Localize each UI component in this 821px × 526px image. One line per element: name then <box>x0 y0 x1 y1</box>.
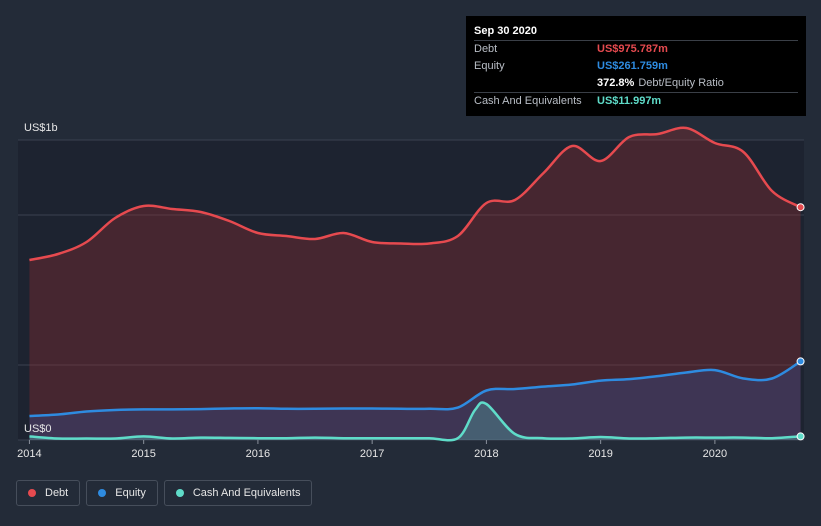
gridlines <box>18 139 804 441</box>
x-axis-ticks: 2014 2015 2016 2017 2018 2019 2020 <box>17 440 727 460</box>
plot-background <box>18 140 804 440</box>
x-tick-label: 2017 <box>360 448 384 460</box>
tooltip-label: Cash And Equivalents <box>474 95 582 107</box>
y-tick-label-top: US$1b <box>24 122 58 134</box>
line-cash-and-equivalents <box>29 401 801 442</box>
tooltip-label: Equity <box>474 60 505 72</box>
series-lines <box>29 126 802 442</box>
legend-label: Equity <box>115 487 146 499</box>
tooltip-date: Sep 30 2020 <box>474 25 537 37</box>
x-tick-label: 2019 <box>588 448 612 460</box>
endpoint-equity <box>796 357 805 366</box>
tooltip-row-debt: Debt US$975.787m <box>474 40 798 58</box>
legend-item-equity[interactable]: Equity <box>86 480 158 506</box>
tooltip-label <box>474 75 597 92</box>
tooltip-value: US$975.787m <box>597 43 668 55</box>
x-tick-label: 2018 <box>474 448 498 460</box>
legend-dot-icon <box>175 489 184 497</box>
tooltip-value: US$11.997m <box>597 95 662 107</box>
area-debt <box>29 127 801 440</box>
x-tick-label: 2020 <box>703 448 727 460</box>
tooltip-panel: Sep 30 2020 Debt US$975.787m Equity US$2… <box>466 16 806 116</box>
endpoint-cash-and-equivalents <box>796 432 805 441</box>
legend-dot-icon <box>98 489 107 497</box>
x-tick-label: 2014 <box>17 448 41 460</box>
legend: Debt Equity Cash And Equivalents <box>16 480 313 506</box>
legend-item-cash[interactable]: Cash And Equivalents <box>163 480 313 506</box>
x-tick-label: 2016 <box>246 448 270 460</box>
legend-label: Debt <box>45 487 69 499</box>
legend-item-debt[interactable]: Debt <box>16 480 81 506</box>
legend-dot-icon <box>28 489 36 497</box>
tooltip-value: 372.8% <box>597 77 635 89</box>
x-tick-label: 2015 <box>131 448 155 460</box>
tooltip-ratio-label: Debt/Equity Ratio <box>638 77 724 89</box>
line-equity <box>29 360 802 418</box>
y-tick-label-bottom: US$0 <box>24 423 52 435</box>
legend-label: Cash And Equivalents <box>192 487 301 499</box>
series-endpoints <box>796 203 805 441</box>
endpoint-debt <box>796 203 805 212</box>
tooltip-label: Debt <box>474 43 498 55</box>
tooltip-row-cash: Cash And Equivalents US$11.997m <box>474 92 798 110</box>
tooltip-row-ratio: 372.8% Debt/Equity Ratio <box>474 75 798 92</box>
tooltip-value: US$261.759m <box>597 60 668 72</box>
tooltip-row-equity: Equity US$261.759m <box>474 58 798 75</box>
line-debt <box>29 126 802 262</box>
